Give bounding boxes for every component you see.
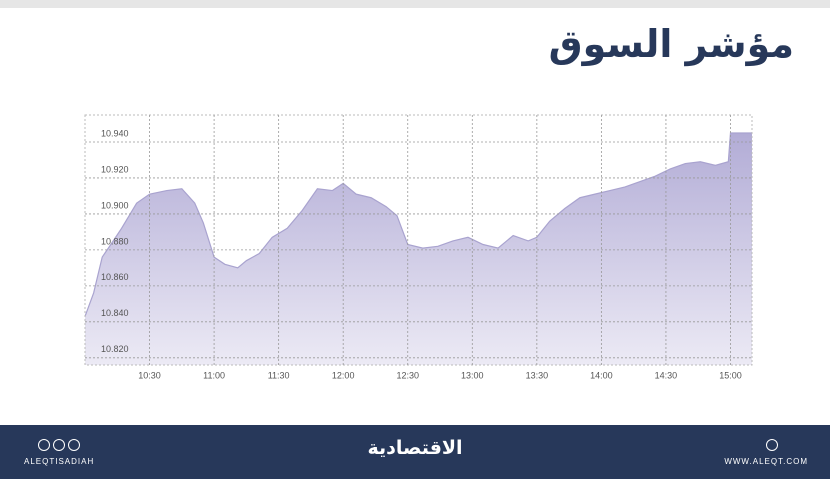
chart-title: مؤشر السوق — [548, 22, 794, 66]
y-tick-label: 10.940 — [101, 128, 129, 138]
y-tick-label: 10.900 — [101, 200, 129, 210]
plot-frame — [84, 114, 753, 366]
x-tick-label: 15:00 — [719, 370, 742, 380]
x-tick-label: 14:00 — [590, 370, 613, 380]
x-tick-label: 12:00 — [332, 370, 355, 380]
y-tick-label: 10.860 — [101, 272, 129, 282]
x-tick-label: 14:30 — [655, 370, 678, 380]
area — [85, 132, 752, 365]
y-tick-label: 10.880 — [101, 236, 129, 246]
footer-url: WWW.ALEQT.COM — [724, 457, 808, 466]
x-tick-label: 11:00 — [203, 370, 225, 380]
web-icon — [766, 439, 781, 454]
x-tick-label: 12:30 — [396, 370, 419, 380]
frame — [0, 0, 830, 8]
footer-handle: ALEQTISADIAH — [24, 457, 95, 466]
logo: الاقتصادية — [367, 437, 463, 459]
x-tick-label: 13:00 — [461, 370, 484, 380]
y-tick-label: 10.840 — [101, 308, 129, 318]
line — [84, 132, 752, 317]
x-tick-label: 10:30 — [138, 370, 161, 380]
footer: ALEQTISADIAH الاقتصادية WWW.ALEQT.COM — [0, 425, 830, 479]
y-tick-label: 10.920 — [101, 164, 129, 174]
x-tick-label: 13:30 — [526, 370, 549, 380]
chart: 10.820 10.840 10.860 10.880 10.900 10.920 10.9… — [84, 114, 753, 380]
y-tick-label: 10.820 — [101, 344, 129, 354]
social-icons — [38, 439, 83, 454]
x-tick-label: 11:30 — [268, 370, 290, 380]
